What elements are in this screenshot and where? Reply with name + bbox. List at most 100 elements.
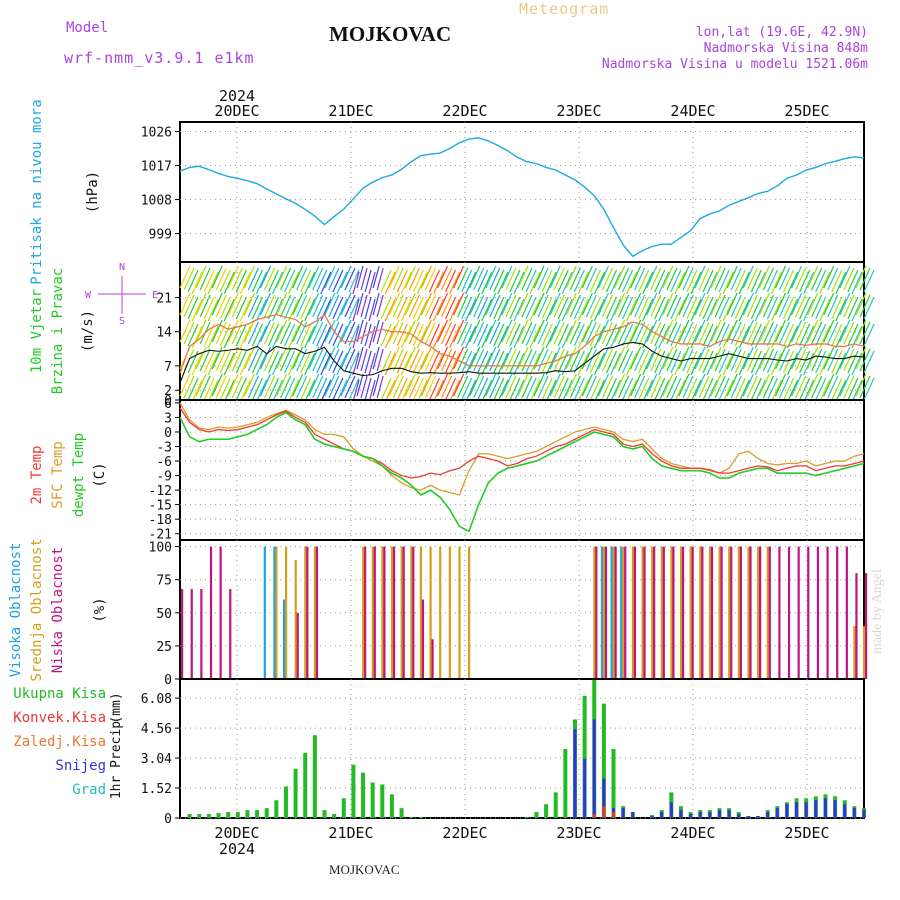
wind-barb [774, 319, 787, 343]
wind-barb [420, 265, 432, 289]
cloud-bar-0 [610, 546, 613, 679]
wind-barb [344, 267, 356, 291]
cloud-panel-frame [179, 539, 865, 680]
wind-barb [827, 267, 839, 291]
wind-barb [831, 269, 843, 293]
wind-barb [324, 346, 336, 370]
wind-barb [690, 271, 702, 295]
precip-bar-0 [264, 808, 269, 818]
wind-barb [509, 296, 521, 320]
wind-barb [308, 292, 320, 316]
wind-barb [823, 373, 835, 397]
wind-barb [766, 323, 778, 347]
wind-barb [400, 298, 412, 322]
wind-barb [296, 294, 308, 318]
wind-barb [670, 350, 682, 374]
wind-barb [758, 319, 770, 343]
wind-barb [799, 377, 811, 401]
wind-barb [271, 298, 284, 322]
wind-barb [613, 265, 626, 289]
precip-bar-0 [206, 814, 211, 818]
wind-barb [469, 265, 481, 289]
wind-barb [529, 325, 541, 349]
wind-barb [183, 321, 195, 345]
wind-barb [730, 375, 742, 399]
wind-barb [686, 377, 698, 401]
wind-barb [601, 294, 614, 318]
wind-barb [485, 373, 497, 397]
wind-barb [698, 348, 710, 372]
wind-barb [300, 350, 312, 374]
cloud-bar-0 [600, 546, 604, 679]
wind-barb [328, 321, 340, 345]
wind-barb [308, 319, 320, 343]
cloud-bar-2 [633, 546, 636, 679]
wind-barb [469, 373, 481, 397]
cloud-bar-2 [229, 588, 232, 679]
precip-bar-0 [389, 794, 394, 818]
wind-barb [497, 352, 509, 376]
wind-barb [537, 321, 549, 345]
wind-barb [714, 348, 726, 372]
temp-panel-ytick-label-3: -3 [156, 441, 172, 456]
wind-barb [215, 267, 227, 291]
wind-barb [646, 373, 658, 397]
wind-barb [505, 348, 517, 372]
wind-barb [259, 319, 272, 343]
wind-barb [263, 348, 276, 372]
wind-barb [569, 294, 581, 318]
temp-panel-ytick-label-4: -6 [156, 455, 172, 470]
wind-barb [758, 292, 770, 316]
cloud-bar-2 [787, 546, 791, 679]
wind-barb [791, 265, 803, 289]
wind-barb [416, 271, 428, 295]
footer-station: MOJKOVAC [329, 862, 400, 877]
bottom-day-label-2: 22DEC [442, 824, 487, 842]
wind-barb [557, 323, 569, 347]
wind-barb [847, 323, 859, 347]
wind-barb [646, 346, 658, 370]
precip-bar-1 [862, 810, 866, 818]
wind-barb [332, 296, 344, 320]
wind-barb [517, 319, 529, 343]
wind-barb [658, 352, 670, 376]
precip-bar-0 [235, 812, 240, 818]
cloud-bar-2 [653, 546, 656, 679]
cloud-bar-0 [273, 546, 276, 679]
wind-barb [412, 296, 424, 320]
wind-barb [782, 323, 795, 347]
cloud-bar-2 [826, 546, 829, 679]
wind-barb [654, 296, 666, 320]
dewpt-ylabel: dewpt Temp [71, 433, 87, 517]
precip-bar-1 [804, 802, 808, 818]
wind-barb [847, 350, 859, 374]
wind-barb [770, 298, 783, 322]
wind-barb [650, 267, 662, 291]
wind-barb [561, 325, 573, 349]
wind-barb [336, 271, 348, 295]
pressure-panel-ytick-label-1: 1008 [141, 194, 172, 209]
wind-barb [505, 294, 517, 318]
cloud-bar-1 [284, 546, 288, 679]
wind-barb [255, 352, 267, 376]
wind-barb [565, 346, 577, 370]
wind-barb [243, 373, 255, 397]
wind-barb [630, 265, 642, 289]
wind-barb [388, 373, 400, 397]
wind-barb [593, 298, 605, 322]
wind-barb [251, 296, 263, 320]
wind-barb [215, 321, 227, 345]
wind-barb [428, 377, 441, 401]
precip-bar-0 [293, 768, 298, 818]
wind-barb [589, 269, 601, 293]
wind-barb [235, 350, 247, 374]
wind-barb [376, 321, 384, 345]
wind-barb [396, 269, 408, 293]
wind-barb [428, 350, 441, 374]
wind-barb [541, 269, 553, 293]
wind-barb [477, 269, 489, 293]
wind-barb [493, 377, 505, 401]
cloud-bar-2 [845, 546, 848, 679]
wind-barb [457, 348, 469, 372]
wind-barb [738, 352, 750, 376]
